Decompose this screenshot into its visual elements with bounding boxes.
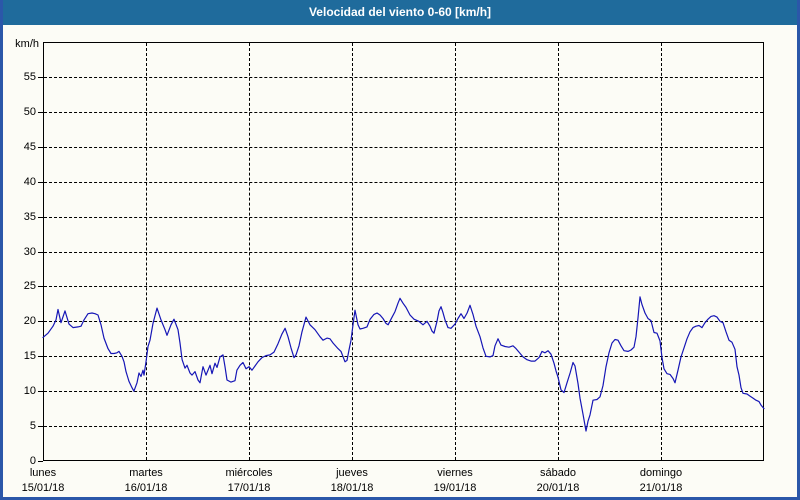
y-axis-label: 45 [23,140,36,153]
y-axis-label: 0 [29,455,36,467]
y-axis-tick [38,111,43,113]
x-axis-date-label: 16/01/18 [124,482,168,494]
y-axis-tick [38,251,43,253]
v-gridline [146,43,147,460]
y-axis-tick [38,181,43,183]
y-axis-label: 10 [23,385,36,398]
x-axis-date-label: 18/01/18 [330,482,374,494]
x-axis-day-label: miércoles [225,467,273,479]
y-axis-tick [38,76,43,78]
y-axis-tick [38,216,43,218]
y-axis-tick [38,461,43,462]
x-axis-date-label: 17/01/18 [227,482,271,494]
x-axis-day-label: sábado [539,467,577,479]
h-gridline [44,76,763,78]
x-axis-day-label: viernes [437,467,473,479]
h-gridline [44,216,763,218]
y-axis-label: 5 [29,420,36,433]
y-axis-tick [38,391,43,393]
x-axis-day-label: domingo [639,467,683,479]
v-gridline [352,43,353,460]
v-gridline [558,43,559,460]
y-axis-tick [38,286,43,288]
y-axis-unit-label: km/h [15,38,39,50]
y-axis-label: 25 [23,280,36,293]
v-gridline [455,43,456,460]
plot-area [43,42,764,461]
x-axis-date-label: 20/01/18 [536,482,580,494]
chart-title: Velocidad del viento 0-60 [km/h] [308,5,492,19]
y-axis-label: 20 [23,315,36,328]
y-axis-label: 40 [23,175,36,188]
x-axis-day-label: jueves [336,467,368,479]
v-gridline [661,43,662,460]
y-axis-tick [38,321,43,323]
x-axis-date-label: 21/01/18 [639,482,683,494]
v-gridline [249,43,250,460]
y-axis-tick [38,426,43,428]
x-axis-day-label: martes [129,467,163,479]
y-axis-label: 30 [23,245,36,258]
h-gridline [44,286,763,288]
y-axis-label: 15 [23,350,36,363]
h-gridline [44,146,763,148]
x-axis-date-label: 19/01/18 [433,482,477,494]
h-gridline [44,251,763,253]
h-gridline [44,111,763,113]
x-axis-day-label: lunes [29,467,57,479]
chart-title-bar: Velocidad del viento 0-60 [km/h] [3,0,797,25]
y-axis-label: 50 [23,105,36,118]
y-axis-tick [38,146,43,148]
h-gridline [44,181,763,183]
y-axis-label: 35 [23,210,36,223]
x-axis-date-label: 15/01/18 [21,482,65,494]
y-axis-label: 55 [23,70,36,83]
y-axis-tick [38,356,43,358]
